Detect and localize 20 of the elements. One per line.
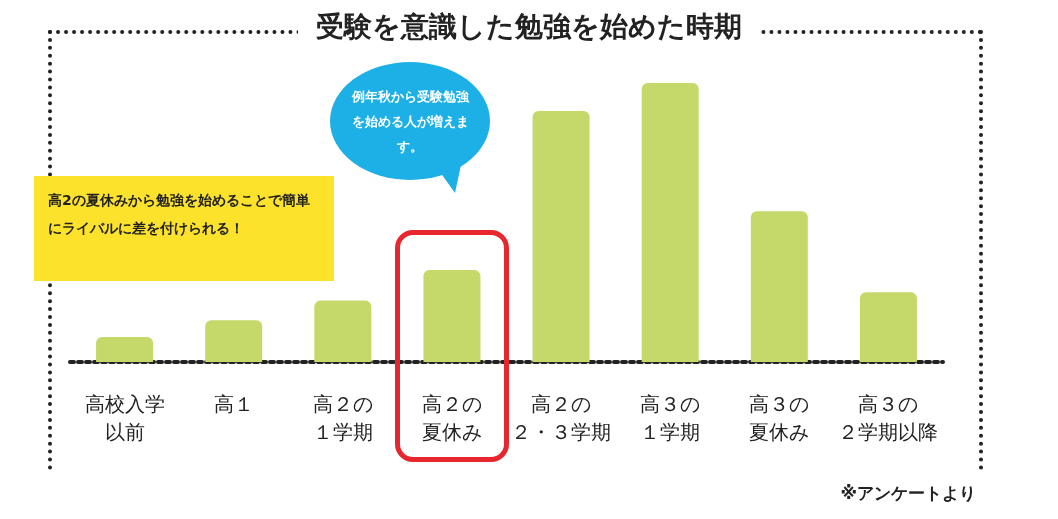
x-tick-label: 高３の夏休み	[749, 392, 810, 444]
bar	[205, 320, 263, 362]
x-tick-label: 高３の２学期以降	[838, 392, 939, 444]
annotation: 高2の夏休みから勉強を始めることで簡単にライバルに差を付けられる！	[48, 191, 311, 238]
x-tick-label: 高校入学以前	[84, 392, 165, 444]
bar	[532, 110, 590, 362]
x-tick-label: 高２の１学期	[312, 392, 373, 444]
bar	[314, 300, 372, 362]
x-tick-label: 高２の２・３学期	[511, 392, 612, 444]
x-tick-label: 高２の夏休み	[421, 392, 482, 444]
bar	[423, 269, 481, 362]
annotation: 例年秋から受験勉強を始める人が増えます。	[350, 88, 470, 156]
bar	[641, 83, 699, 362]
bar	[859, 292, 917, 362]
x-tick-label: 高１	[213, 392, 254, 416]
text: ※アンケートより	[840, 482, 976, 505]
bar	[750, 211, 808, 362]
chart-title: 受験を意識した勉強を始めた時期	[298, 10, 760, 43]
x-tick-label: 高３の１学期	[640, 392, 701, 444]
bar	[96, 336, 154, 362]
